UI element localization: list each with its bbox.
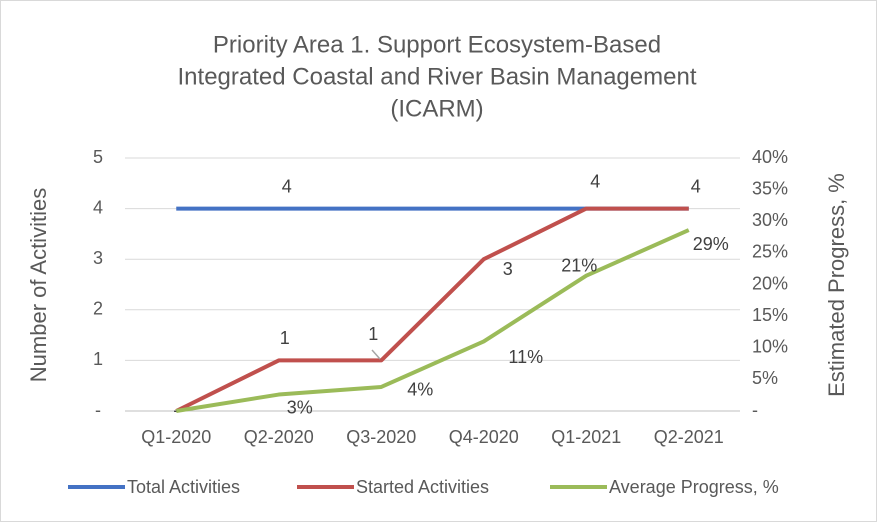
x-tick-label: Q3-2020 — [346, 427, 416, 447]
data-label: 1 — [368, 324, 378, 344]
x-tick-label: Q2-2021 — [654, 427, 724, 447]
series-line — [175, 206, 689, 413]
data-label: 11% — [508, 347, 543, 367]
y2-tick-label: 20% — [752, 273, 788, 293]
data-label: 1 — [280, 328, 290, 348]
data-label: 21% — [561, 255, 597, 275]
y-tick-label: 1 — [93, 349, 103, 369]
x-tick-label: Q1-2020 — [141, 427, 211, 447]
y-tick-label: 2 — [93, 299, 103, 319]
legend-label: Started Activities — [356, 477, 489, 497]
y2-tick-label: 40% — [752, 147, 788, 167]
legend-label: Total Activities — [127, 477, 240, 497]
y-tick-label: 4 — [93, 197, 103, 217]
data-label: 4% — [407, 380, 433, 400]
data-label: 4 — [282, 176, 292, 196]
y-tick-label: - — [95, 400, 101, 420]
data-label: 3 — [503, 259, 513, 279]
data-label: 3% — [287, 397, 313, 417]
chart-title: (ICARM) — [390, 95, 483, 122]
chart-title: Priority Area 1. Support Ecosystem-Based — [213, 31, 661, 58]
legend-label: Average Progress, % — [609, 477, 779, 497]
data-label: 4 — [691, 176, 701, 196]
y2-tick-label: 10% — [752, 337, 788, 357]
y2-tick-label: 35% — [752, 178, 788, 198]
y2-tick-label: 5% — [752, 368, 778, 388]
x-tick-label: Q4-2020 — [449, 427, 519, 447]
y-tick-label: 5 — [93, 147, 103, 167]
y2-tick-label: 30% — [752, 210, 788, 230]
y2-tick-label: - — [752, 400, 758, 420]
chart-title: Integrated Coastal and River Basin Manag… — [178, 63, 697, 90]
y2-axis-label: Estimated Progress, % — [824, 173, 849, 397]
y2-tick-label: 25% — [752, 242, 788, 262]
y-axis-label: Number of Activities — [26, 188, 51, 382]
x-tick-label: Q1-2021 — [551, 427, 621, 447]
data-label: 4 — [590, 171, 600, 191]
y-tick-label: 3 — [93, 248, 103, 268]
x-tick-label: Q2-2020 — [244, 427, 314, 447]
series-line — [175, 228, 690, 413]
data-label: 29% — [693, 234, 729, 254]
leader-line — [371, 349, 381, 360]
y2-tick-label: 15% — [752, 305, 788, 325]
